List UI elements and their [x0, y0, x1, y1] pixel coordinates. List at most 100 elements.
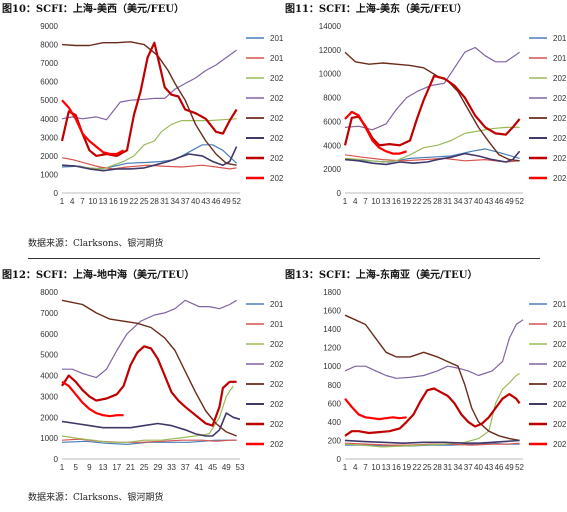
x-tick-label: 7 — [80, 197, 85, 206]
x-tick-label: 1 — [60, 463, 65, 472]
series-line-2018 — [61, 439, 237, 445]
y-tick-label: 2000 — [40, 413, 58, 422]
source-note: 数据来源：Clarksons、银河期货 — [28, 493, 164, 503]
x-tick-label: 52 — [232, 197, 241, 206]
source-note: 数据来源：Clarksons、银河期货 — [28, 239, 164, 249]
x-tick-label: 22 — [129, 197, 138, 206]
x-tick-label: 22 — [412, 463, 421, 472]
x-tick-label: 34 — [171, 197, 180, 206]
legend-label-2023: 2023 — [553, 400, 566, 409]
series-line-2020 — [344, 126, 520, 163]
x-tick-label: 28 — [433, 197, 442, 206]
chart-title: 图11：SCFI：上海-美东（美元/FEU） — [285, 4, 468, 15]
y-tick-label: 4000 — [323, 141, 341, 150]
chart-southeast-asia: 0 200 400 600 800 1000 1200 1400 1600 1800 1 4 7 10 13… — [323, 288, 566, 472]
series-line-2024 — [344, 387, 521, 437]
legend-label-2024: 2024 — [553, 420, 566, 429]
x-tick-label: 40 — [474, 197, 483, 206]
legend-label-2024: 2024 — [553, 154, 566, 163]
panel-us-west: 图10：SCFI：上海-美西（美元/FEU） 0 1000 2000 3000 4000… — [0, 0, 283, 230]
series-line-2025 — [61, 380, 124, 418]
y-tick-label: 6000 — [40, 78, 58, 87]
x-tick-label: 43 — [201, 197, 210, 206]
series-line-2021 — [344, 319, 524, 379]
y-tick-label: 8000 — [323, 94, 341, 103]
y-tick-label: 600 — [328, 399, 342, 408]
x-tick-label: 10 — [371, 197, 380, 206]
x-tick-label: 40 — [191, 197, 200, 206]
x-tick-label: 19 — [402, 463, 411, 472]
x-tick-label: 28 — [150, 197, 159, 206]
series-line-2020 — [344, 373, 520, 448]
y-tick-label: 3000 — [40, 392, 58, 401]
legend-label-2021: 2021 — [553, 360, 566, 369]
x-tick-label: 9 — [87, 463, 92, 472]
x-tick-label: 52 — [515, 197, 524, 206]
legend-label-2021: 2021 — [270, 360, 283, 369]
y-tick-label: 1800 — [323, 288, 341, 297]
y-tick-label: 7000 — [40, 59, 58, 68]
x-tick-label: 4 — [353, 197, 358, 206]
y-tick-label: 0 — [54, 189, 59, 198]
y-tick-label: 2000 — [40, 152, 58, 161]
legend-label-2019: 2019 — [270, 54, 283, 63]
series-line-2021 — [62, 299, 237, 379]
x-tick-label: 31 — [443, 197, 452, 206]
x-tick-label: 31 — [160, 197, 169, 206]
series-line-2025 — [344, 110, 407, 155]
legend-label-2025: 2025 — [270, 174, 283, 183]
x-tick-label: 45 — [208, 463, 217, 472]
y-tick-label: 9000 — [40, 22, 58, 31]
x-tick-label: 10 — [371, 463, 380, 472]
x-tick-label: 52 — [515, 463, 524, 472]
x-tick-label: 41 — [194, 463, 203, 472]
x-tick-label: 4 — [353, 463, 358, 472]
y-tick-label: 0 — [337, 189, 342, 198]
y-tick-label: 14000 — [319, 22, 342, 31]
y-tick-label: 1200 — [323, 344, 341, 353]
series-line-2024 — [61, 345, 237, 427]
x-tick-label: 49 — [505, 463, 514, 472]
series-line-2023 — [61, 412, 241, 437]
panel-us-east: 图11：SCFI：上海-美东（美元/FEU） 0 2000 4000 6000 8000… — [283, 0, 566, 230]
x-tick-label: 34 — [454, 463, 463, 472]
x-tick-label: 19 — [402, 197, 411, 206]
x-tick-label: 37 — [464, 197, 473, 206]
y-tick-label: 3000 — [40, 133, 58, 142]
series-line-2024 — [343, 75, 521, 147]
x-tick-label: 7 — [363, 197, 368, 206]
x-tick-label: 33 — [167, 463, 176, 472]
legend-label-2018: 2018 — [553, 34, 566, 43]
x-tick-label: 49 — [222, 463, 231, 472]
y-tick-label: 1000 — [40, 434, 58, 443]
x-tick-label: 46 — [495, 463, 504, 472]
legend-label-2021: 2021 — [553, 94, 566, 103]
y-tick-label: 6000 — [40, 330, 58, 339]
x-tick-label: 46 — [495, 197, 504, 206]
legend-label-2019: 2019 — [553, 54, 566, 63]
series-line-2023 — [61, 146, 238, 172]
x-tick-label: 4 — [70, 197, 75, 206]
series-line-2021 — [61, 49, 237, 121]
x-tick-label: 37 — [181, 463, 190, 472]
x-tick-label: 37 — [464, 463, 473, 472]
x-tick-label: 13 — [99, 463, 108, 472]
y-tick-label: 1000 — [40, 170, 58, 179]
y-tick-label: 8000 — [40, 41, 58, 50]
y-tick-label: 7000 — [40, 309, 58, 318]
y-tick-label: 1400 — [323, 325, 341, 334]
y-tick-label: 200 — [328, 436, 342, 445]
x-tick-label: 37 — [181, 197, 190, 206]
series-line-2020 — [61, 385, 234, 443]
legend-label-2020: 2020 — [270, 340, 283, 349]
x-tick-label: 1 — [60, 197, 65, 206]
legend-label-2019: 2019 — [553, 320, 566, 329]
series-line-2025 — [61, 99, 125, 156]
x-tick-label: 13 — [99, 197, 108, 206]
series-line-2022 — [61, 299, 237, 437]
legend-label-2020: 2020 — [553, 340, 566, 349]
x-tick-label: 46 — [212, 197, 221, 206]
